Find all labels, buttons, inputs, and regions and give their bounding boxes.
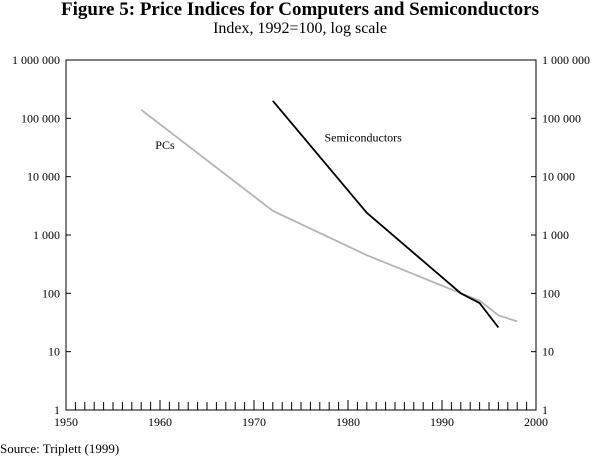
series-label-semiconductors: Semiconductors: [325, 131, 403, 145]
x-tick-label: 1960: [148, 415, 172, 429]
y-tick-label-left: 100: [42, 286, 60, 300]
y-tick-label-right: 1 000 000: [542, 53, 590, 67]
y-tick-label-left: 1 000 000: [12, 53, 60, 67]
series-lines: [140, 100, 518, 329]
y-axis-left: 1 000 000 100 000 10 000 1 000 100 10 1: [12, 53, 71, 417]
y-tick-label-right: 1: [542, 403, 548, 417]
y-tick-label-right: 10: [542, 345, 554, 359]
y-tick-label-left: 10: [48, 345, 60, 359]
y-tick-label-right: 10 000: [542, 170, 575, 184]
axes: [65, 59, 537, 411]
chart-title: Figure 5: Price Indices for Computers an…: [61, 0, 539, 20]
x-tick-label: 1980: [336, 415, 360, 429]
x-axis: 1950 1960 1970 1980 1990 2000: [54, 400, 548, 429]
y-tick-label-left: 1: [54, 403, 60, 417]
y-tick-label-left: 1 000: [33, 228, 60, 242]
y-tick-label-right: 1 000: [542, 228, 569, 242]
y-axis-right: 1 000 000 100 000 10 000 1 000 100 10 1: [531, 53, 590, 417]
y-tick-label-right: 100: [542, 286, 560, 300]
source-note: Source: Triplett (1999): [0, 441, 120, 456]
series-label-pcs: PCs: [155, 138, 175, 152]
plot-frame: [65, 59, 537, 411]
x-tick-label: 2000: [524, 415, 548, 429]
series-line-semiconductors: [272, 100, 500, 329]
x-tick-label: 1950: [54, 415, 78, 429]
y-tick-label-left: 100 000: [21, 111, 60, 125]
y-tick-label-right: 100 000: [542, 111, 581, 125]
chart-subtitle: Index, 1992=100, log scale: [213, 20, 387, 37]
x-tick-label: 1970: [242, 415, 266, 429]
x-tick-label: 1990: [430, 415, 454, 429]
series-labels: PCs Semiconductors: [155, 131, 402, 152]
y-tick-label-left: 10 000: [27, 170, 60, 184]
